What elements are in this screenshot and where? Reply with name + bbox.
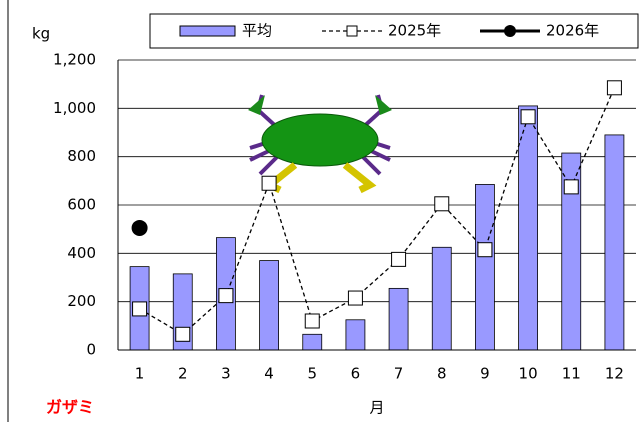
species-label: ガザミ: [46, 398, 94, 417]
bar: [518, 105, 538, 351]
x-tick-label: 7: [394, 365, 404, 383]
x-tick-label: 2: [178, 365, 188, 383]
crab-illustration: [248, 94, 392, 194]
y-tick-label: 1,200: [53, 51, 96, 69]
bar: [345, 319, 366, 351]
marker: [391, 251, 407, 267]
x-tick-label: 11: [562, 365, 581, 383]
legend-label: 平均: [242, 22, 272, 40]
legend-marker: [504, 25, 516, 37]
y-tick-label: 600: [67, 196, 96, 214]
line: [139, 87, 616, 336]
x-tick-label: 8: [437, 365, 447, 383]
bar: [475, 184, 495, 351]
marker: [132, 301, 148, 317]
legend-box: [149, 13, 639, 49]
y-tick-label: 400: [67, 244, 96, 262]
marker: [304, 313, 320, 329]
bar: [388, 287, 409, 351]
x-tick-label: 1: [135, 365, 145, 383]
x-tick-label: 9: [480, 365, 490, 383]
x-tick-label: 12: [605, 365, 624, 383]
marker: [261, 175, 277, 191]
bar: [259, 260, 279, 351]
marker: [520, 109, 536, 125]
legend-label: 2025年: [388, 22, 441, 40]
bar: [431, 246, 452, 351]
y-tick-label: 0: [86, 341, 96, 359]
marker: [175, 326, 191, 342]
legend-label: 2026年: [546, 22, 599, 40]
marker: [131, 219, 148, 236]
bar: [302, 333, 323, 351]
y-tick-label: 200: [67, 292, 96, 310]
marker: [606, 80, 622, 96]
x-tick-label: 4: [264, 365, 274, 383]
legend-marker: [346, 25, 358, 37]
y-tick-label: 800: [67, 147, 96, 165]
x-axis-label: 月: [369, 399, 384, 417]
marker: [477, 242, 493, 258]
legend-swatch: [179, 25, 236, 37]
bar: [604, 134, 625, 351]
x-tick-label: 10: [519, 365, 538, 383]
x-tick-label: 5: [307, 365, 317, 383]
x-tick-label: 3: [221, 365, 231, 383]
marker: [563, 179, 579, 195]
marker: [434, 196, 450, 212]
marker: [347, 290, 363, 306]
marker: [218, 288, 234, 304]
y-axis-label: kg: [32, 25, 50, 43]
y-tick-label: 1,000: [53, 99, 96, 117]
x-tick-label: 6: [351, 365, 361, 383]
